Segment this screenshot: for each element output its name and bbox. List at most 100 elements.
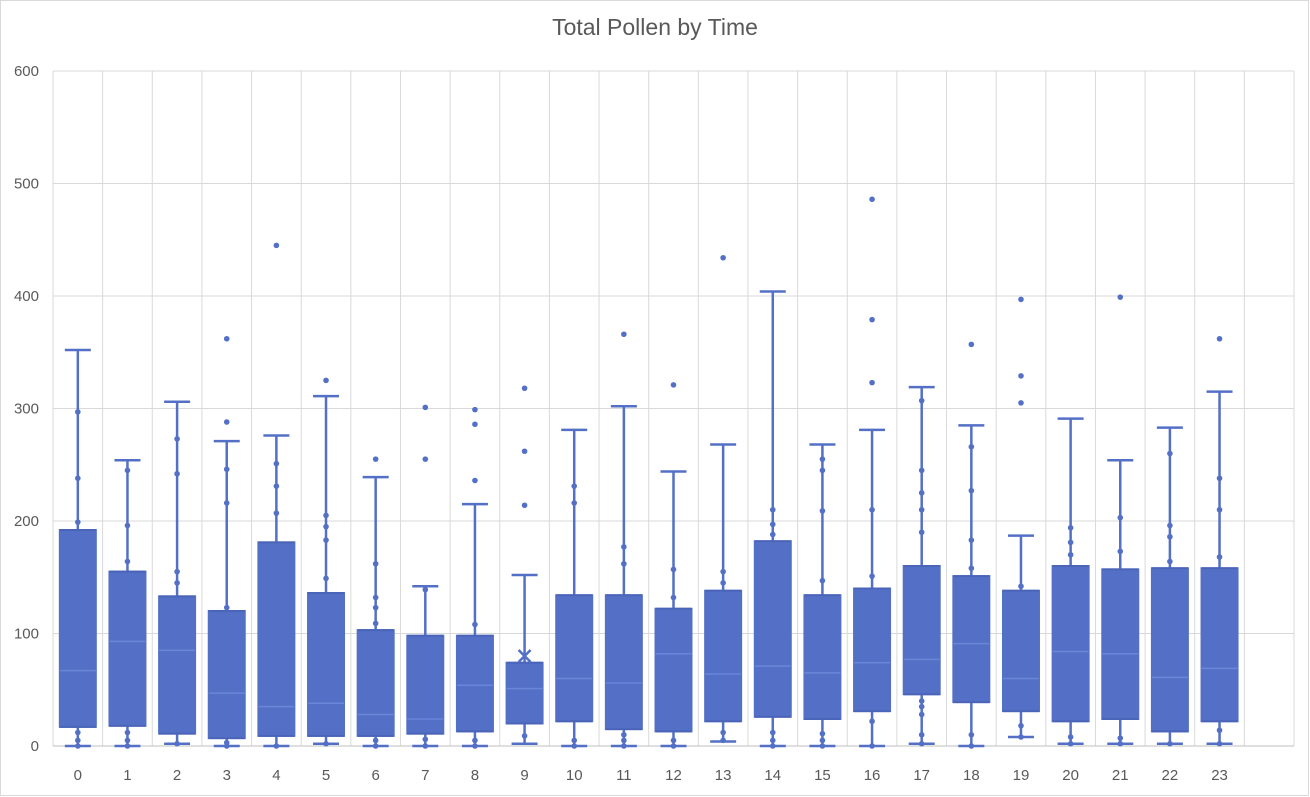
data-point (422, 586, 429, 593)
data-point (1216, 335, 1223, 342)
data-point (124, 729, 131, 736)
x-tick-label: 20 (1062, 767, 1079, 784)
data-point (372, 743, 379, 749)
box (1051, 565, 1090, 723)
data-point (372, 560, 379, 567)
box (505, 661, 544, 725)
box (58, 529, 97, 728)
data-point (124, 467, 131, 474)
data-point (819, 730, 826, 737)
y-tick-label: 300 (14, 401, 39, 418)
data-point (918, 467, 925, 474)
data-point (174, 436, 180, 442)
mean-marker (517, 649, 532, 663)
box (1001, 589, 1040, 713)
x-tick-label: 11 (616, 767, 632, 784)
data-point (1018, 734, 1024, 740)
data-point (174, 568, 180, 575)
data-point (372, 456, 379, 462)
x-tick-label: 18 (963, 767, 980, 784)
x-tick-label: 13 (715, 767, 732, 784)
data-point (422, 456, 429, 462)
data-point (75, 519, 81, 525)
chart-title: Total Pollen by Time (552, 14, 758, 40)
box (207, 610, 246, 740)
data-point (273, 483, 280, 489)
data-point (472, 477, 478, 484)
data-point (571, 500, 578, 506)
data-point (968, 743, 975, 749)
data-point (1018, 400, 1024, 406)
data-point (1018, 583, 1024, 590)
data-point (918, 529, 925, 536)
data-point (670, 743, 677, 749)
data-point (273, 743, 280, 749)
data-point (621, 743, 627, 749)
data-point (918, 506, 925, 513)
data-point (720, 254, 726, 261)
x-tick-label: 6 (371, 767, 379, 784)
data-point (223, 500, 230, 506)
box (1101, 568, 1140, 720)
data-point (1117, 514, 1124, 521)
y-tick-label: 0 (31, 738, 39, 755)
data-point (918, 731, 925, 738)
data-point (968, 487, 975, 494)
box (952, 575, 991, 704)
box (803, 594, 842, 720)
data-point (174, 740, 180, 747)
box (108, 570, 147, 727)
data-point (521, 733, 528, 739)
x-tick-label: 5 (322, 767, 330, 784)
data-point (621, 731, 627, 738)
data-point (372, 594, 379, 601)
data-point (1117, 548, 1124, 555)
x-tick-label: 1 (123, 767, 131, 784)
box (902, 565, 941, 696)
data-point (819, 743, 826, 749)
data-point (323, 537, 329, 543)
data-point (1018, 296, 1024, 303)
box (158, 595, 197, 735)
data-point (75, 729, 81, 736)
data-point (1018, 373, 1024, 379)
data-point (769, 729, 776, 736)
data-point (1018, 722, 1024, 729)
y-tick-label: 200 (14, 513, 39, 530)
data-point (1216, 727, 1223, 734)
data-point (472, 743, 478, 749)
data-point (819, 508, 826, 514)
data-point (720, 737, 726, 744)
data-point (621, 560, 627, 567)
box (1200, 567, 1239, 723)
y-tick-label: 500 (14, 176, 39, 193)
data-point (75, 475, 81, 482)
data-point (918, 490, 925, 496)
data-point (223, 739, 230, 746)
y-tick-label: 100 (14, 626, 39, 643)
data-point (571, 483, 578, 489)
data-point (1167, 558, 1173, 565)
data-point (769, 531, 776, 538)
x-tick-label: 19 (1013, 767, 1030, 784)
data-point (621, 737, 627, 744)
data-point (1067, 740, 1074, 747)
data-point (75, 743, 81, 749)
data-point (323, 523, 329, 530)
data-point (968, 341, 975, 348)
data-point (472, 621, 478, 628)
data-point (621, 331, 627, 338)
data-point (472, 421, 478, 428)
data-point (918, 740, 925, 747)
data-point (223, 419, 230, 425)
x-tick-label: 7 (421, 767, 429, 784)
data-point (174, 470, 180, 477)
data-point (1067, 734, 1074, 740)
data-point (869, 316, 875, 323)
data-point (521, 502, 528, 509)
x-tick-label: 0 (74, 767, 82, 784)
data-point (670, 566, 677, 573)
data-point (571, 737, 578, 744)
data-point (670, 382, 677, 388)
